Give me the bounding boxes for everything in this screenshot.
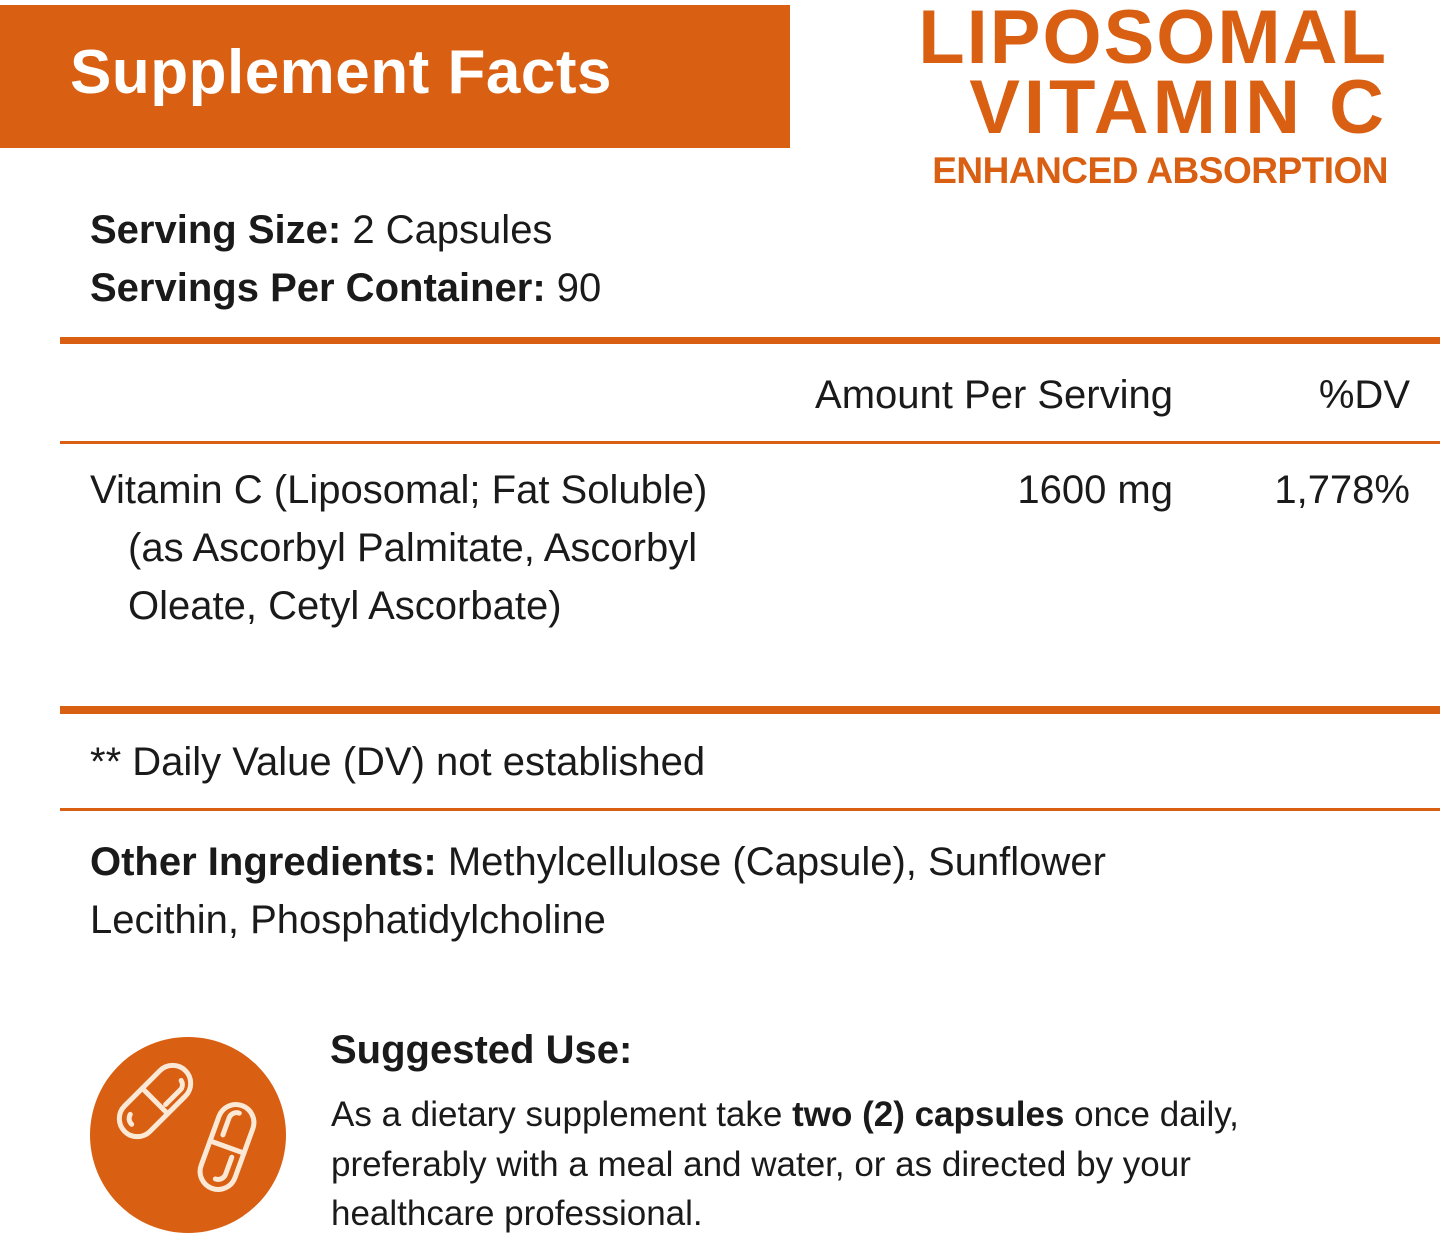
suggested-use-heading: Suggested Use: (330, 1028, 633, 1072)
suggested-use-line-3: healthcare professional. (331, 1194, 703, 1233)
thin-divider (60, 808, 1440, 811)
nutrient-dv: 1,778% (1274, 468, 1410, 512)
nutrient-amount: 1600 mg (1017, 468, 1173, 512)
servings-per-container: Servings Per Container: 90 (90, 259, 601, 317)
supplement-facts-header: Supplement Facts (0, 5, 790, 148)
thick-divider (60, 706, 1440, 714)
dv-header: %DV (1318, 373, 1410, 417)
suggested-use-line-2: preferably with a meal and water, or as … (331, 1145, 1191, 1184)
header-title: Supplement Facts (70, 38, 612, 107)
suggested-use-text: once daily, (1064, 1095, 1239, 1134)
nutrient-name-line-1: Vitamin C (Liposomal; Fat Soluble) (90, 468, 708, 512)
brand-line-2: VITAMIN C (969, 65, 1388, 150)
nutrient-name-line-3: Oleate, Cetyl Ascorbate) (128, 584, 562, 628)
other-ingredients-text: Methylcellulose (Capsule), Sunflower (436, 840, 1106, 884)
other-ingredients-line-2: Lecithin, Phosphatidylcholine (90, 898, 606, 942)
capsules-icon (90, 1037, 286, 1233)
brand-tagline: ENHANCED ABSORPTION (932, 150, 1388, 191)
suggested-use-line-1: As a dietary supplement take two (2) cap… (331, 1090, 1239, 1140)
nutrient-name-line-2: (as Ascorbyl Palmitate, Ascorbyl (128, 526, 698, 570)
thick-divider (60, 337, 1440, 344)
amount-per-serving-header: Amount Per Serving (815, 373, 1173, 417)
serving-size: Serving Size: 2 Capsules (90, 201, 552, 259)
brand-line-1: LIPOSOMAL (918, 0, 1388, 80)
suggested-use-dose: two (2) capsules (792, 1095, 1065, 1134)
servings-per-container-label: Servings Per Container: (90, 266, 546, 310)
serving-size-value: 2 Capsules (341, 208, 553, 252)
servings-per-container-value: 90 (545, 266, 602, 310)
suggested-use-text: As a dietary supplement take (331, 1095, 793, 1134)
other-ingredients-line-1: Other Ingredients: Methylcellulose (Caps… (90, 833, 1106, 891)
dv-footnote: ** Daily Value (DV) not established (90, 740, 706, 784)
other-ingredients-label: Other Ingredients: (90, 840, 437, 884)
thin-divider (60, 441, 1440, 444)
serving-size-label: Serving Size: (90, 208, 342, 252)
